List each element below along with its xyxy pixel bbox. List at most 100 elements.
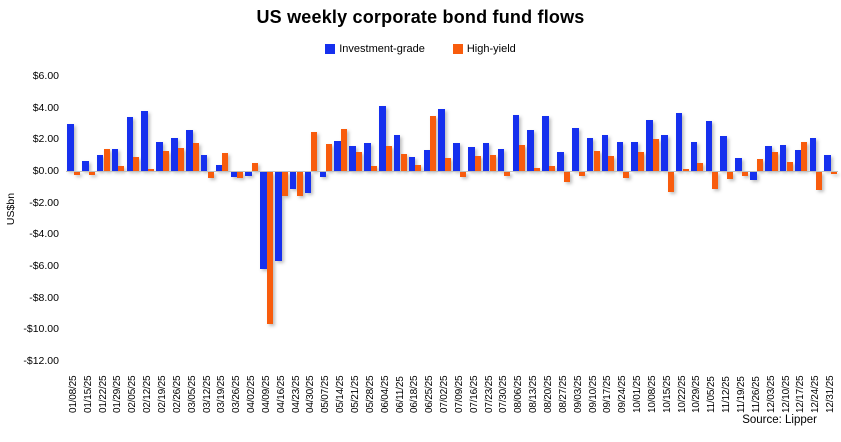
bar-high-yield — [430, 116, 437, 171]
bar-investment-grade — [675, 113, 683, 171]
x-tick-label: 04/02/25 — [246, 375, 258, 413]
bar-investment-grade — [616, 141, 624, 171]
x-tick-label: 12/10/25 — [780, 375, 792, 413]
bar-investment-grade — [542, 116, 549, 171]
legend-item-investment-grade: Investment-grade — [325, 43, 425, 55]
bar-investment-grade — [67, 123, 74, 171]
y-tick-label: $2.00 — [32, 133, 59, 146]
bar-investment-grade — [453, 142, 460, 171]
bar-investment-grade — [705, 121, 713, 171]
legend: Investment-grade High-yield — [0, 43, 841, 55]
bar-high-yield — [593, 151, 600, 171]
x-tick-label: 03/12/25 — [201, 375, 213, 413]
x-tick-label: 02/19/25 — [157, 375, 168, 413]
x-tick-label: 01/08/25 — [67, 375, 79, 413]
bar-high-yield — [578, 172, 585, 176]
x-tick-label: 04/23/25 — [290, 375, 302, 413]
bar-investment-grade — [571, 128, 579, 171]
bar-high-yield — [73, 172, 80, 176]
bar-investment-grade — [111, 148, 119, 171]
bar-high-yield — [623, 172, 630, 178]
x-tick-label: 01/29/25 — [112, 375, 124, 413]
bar-high-yield — [177, 148, 184, 171]
legend-swatch-high-yield-icon — [452, 44, 463, 54]
bar-investment-grade — [200, 155, 208, 171]
x-tick-label: 04/16/25 — [275, 375, 287, 413]
bar-high-yield — [281, 172, 288, 196]
y-tick-label: -$8.00 — [29, 291, 59, 304]
x-tick-label: 10/15/25 — [661, 375, 673, 413]
bar-high-yield — [370, 166, 377, 171]
x-tick-label: 09/03/25 — [572, 375, 584, 413]
bar-high-yield — [786, 161, 793, 171]
bar-high-yield — [727, 172, 734, 180]
bar-high-yield — [266, 172, 273, 324]
y-tick-label: -$10.00 — [23, 323, 59, 336]
x-tick-label: 01/15/25 — [82, 375, 94, 413]
x-tick-label: 05/28/25 — [364, 375, 376, 413]
x-tick-label: 03/05/25 — [186, 375, 198, 413]
bar-high-yield — [563, 172, 570, 182]
bar-investment-grade — [408, 156, 416, 171]
bar-high-yield — [252, 163, 259, 171]
x-tick-label: 02/26/25 — [171, 375, 183, 413]
y-tick-label: -$12.00 — [23, 355, 59, 367]
x-tick-label: 11/12/25 — [721, 376, 733, 413]
bar-investment-grade — [809, 137, 817, 171]
x-tick-label: 01/22/25 — [97, 375, 109, 413]
bar-investment-grade — [156, 141, 163, 171]
bar-investment-grade — [468, 147, 475, 171]
bar-investment-grade — [96, 155, 104, 171]
bar-high-yield — [445, 157, 452, 171]
y-tick-label: $6.00 — [32, 70, 59, 82]
bar-investment-grade — [690, 141, 698, 171]
bar-investment-grade — [482, 142, 490, 171]
bar-investment-grade — [393, 134, 401, 171]
legend-label-investment-grade: Investment-grade — [339, 43, 425, 55]
bar-investment-grade — [735, 157, 742, 171]
bar-investment-grade — [245, 172, 252, 176]
bar-investment-grade — [601, 135, 609, 171]
bar-investment-grade — [646, 119, 653, 171]
bar-investment-grade — [349, 145, 356, 171]
bar-investment-grade — [141, 110, 149, 171]
bar-high-yield — [652, 138, 659, 171]
x-tick-label: 05/21/25 — [350, 375, 361, 413]
bar-investment-grade — [557, 152, 564, 171]
x-tick-label: 11/05/25 — [706, 376, 718, 413]
bar-investment-grade — [512, 114, 520, 171]
bar-high-yield — [192, 142, 199, 171]
zero-axis-line — [66, 171, 838, 172]
bar-high-yield — [415, 164, 422, 171]
bar-high-yield — [801, 141, 808, 171]
bar-investment-grade — [527, 129, 535, 171]
bar-investment-grade — [497, 148, 505, 171]
bar-investment-grade — [438, 109, 445, 171]
bar-high-yield — [667, 172, 674, 192]
bar-high-yield — [519, 144, 526, 171]
x-tick-label: 07/09/25 — [453, 375, 465, 413]
bar-investment-grade — [779, 144, 787, 171]
bar-investment-grade — [185, 129, 193, 171]
bar-high-yield — [88, 172, 95, 176]
y-tick-label: -$6.00 — [29, 260, 59, 272]
x-tick-label: 11/26/25 — [750, 376, 762, 413]
x-tick-label: 04/09/25 — [260, 375, 272, 413]
bar-investment-grade — [750, 172, 757, 180]
bar-investment-grade — [661, 134, 668, 171]
bar-high-yield — [831, 172, 838, 175]
x-tick-label: 10/29/25 — [691, 375, 703, 413]
bar-high-yield — [311, 132, 318, 171]
x-tick-label: 04/30/25 — [305, 375, 317, 413]
bar-investment-grade — [230, 172, 238, 177]
bar-high-yield — [400, 153, 407, 171]
bar-investment-grade — [82, 160, 89, 171]
bar-high-yield — [712, 172, 719, 189]
bar-investment-grade — [364, 142, 371, 171]
x-tick-label: 08/06/25 — [513, 375, 525, 413]
bar-high-yield — [459, 172, 466, 177]
bar-investment-grade — [586, 137, 594, 171]
plot-area — [66, 76, 838, 361]
x-tick-label: 02/05/25 — [127, 375, 139, 413]
